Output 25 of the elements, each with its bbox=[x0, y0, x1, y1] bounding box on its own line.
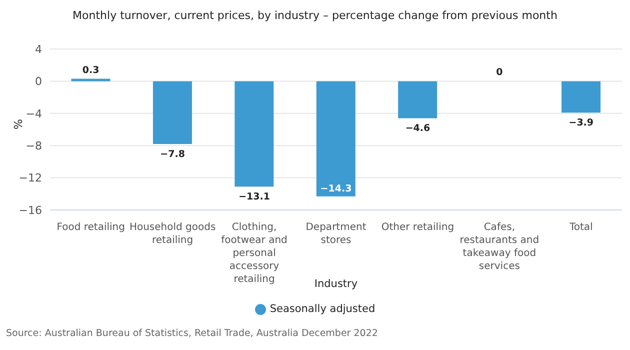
x-tick-label: Food retailing bbox=[56, 222, 125, 233]
x-tick-label: Other retailing bbox=[381, 222, 454, 233]
y-tick-label: 0 bbox=[35, 75, 42, 88]
x-tick-label: Total bbox=[568, 222, 593, 233]
y-tick-label: −12 bbox=[18, 172, 42, 185]
chart-title: Monthly turnover, current prices, by industry – percentage change from previous month bbox=[72, 9, 558, 22]
x-tick-label: Department stores bbox=[306, 222, 366, 246]
x-tick-label: Clothing, footwear and personal accessory retailing bbox=[221, 222, 288, 285]
data-label: −3.9 bbox=[568, 118, 594, 129]
x-tick-label: Household goods retailing bbox=[129, 222, 216, 246]
y-tick-label: −16 bbox=[18, 204, 42, 217]
data-label: −14.3 bbox=[320, 183, 352, 194]
legend-label: Seasonally adjusted bbox=[270, 303, 376, 315]
x-axis-title: Industry bbox=[314, 278, 358, 290]
source-note: Source: Australian Bureau of Statistics, Retail Trade, Australia December 2022 bbox=[6, 328, 378, 339]
data-label: −7.8 bbox=[160, 148, 186, 160]
data-label: −4.6 bbox=[405, 123, 430, 134]
data-label: 0 bbox=[496, 67, 504, 78]
x-tick-label: Cafes, restaurants and takeaway food services bbox=[460, 222, 540, 272]
y-tick-label: −4 bbox=[26, 107, 42, 120]
data-label: 0.3 bbox=[82, 64, 100, 76]
data-label: −13.1 bbox=[238, 192, 270, 203]
y-axis-title: % bbox=[12, 119, 25, 130]
y-tick-label: 4 bbox=[35, 42, 42, 56]
y-tick-label: −8 bbox=[26, 140, 42, 153]
